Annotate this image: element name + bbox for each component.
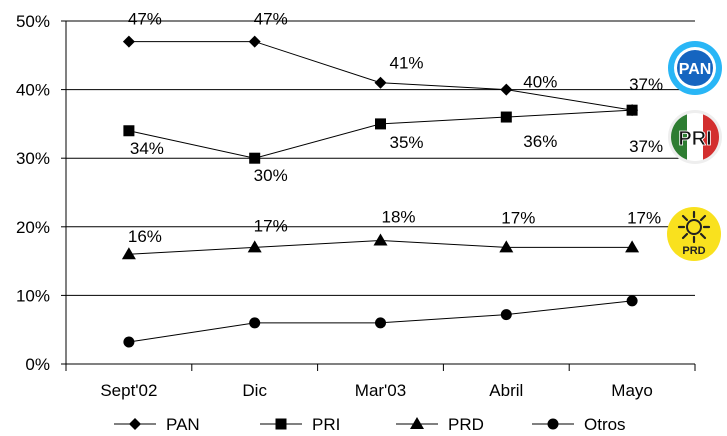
data-point	[375, 118, 386, 130]
grid-lines	[66, 20, 695, 296]
series-pan	[122, 35, 639, 117]
x-tick-label: Mayo	[611, 381, 653, 400]
y-tick-label: 10%	[16, 286, 50, 305]
data-point	[247, 240, 262, 253]
data-point	[626, 295, 638, 307]
pri-logo-green	[671, 113, 687, 161]
data-point	[499, 240, 514, 253]
y-tick-label: 0%	[25, 355, 50, 374]
data-label-pan: 47%	[254, 10, 288, 29]
data-point	[249, 317, 261, 329]
legend-item-prd: PRD	[396, 415, 484, 434]
data-point	[122, 35, 135, 48]
data-point	[248, 35, 261, 48]
data-label-prd: 17%	[501, 208, 535, 227]
legend-marker	[547, 418, 559, 430]
data-label-prd: 17%	[627, 208, 661, 227]
series-layer	[121, 35, 640, 348]
x-tick-label: Mar'03	[355, 381, 406, 400]
prd-logo: PRD	[667, 207, 721, 261]
data-label-pri: 37%	[629, 137, 663, 156]
sun-icon	[677, 210, 711, 244]
data-point	[500, 309, 512, 321]
data-point	[249, 152, 261, 164]
data-point	[375, 317, 386, 329]
x-tick-label: Dic	[242, 381, 267, 400]
legend-marker	[410, 417, 424, 429]
legend-label: PRD	[448, 415, 484, 434]
data-label-pri: 30%	[254, 166, 288, 185]
data-point	[374, 76, 387, 89]
legend-item-pri: PRI	[260, 415, 340, 434]
data-label-pan: 47%	[128, 10, 162, 29]
pri-logo: PRI	[668, 110, 722, 164]
legend-marker	[129, 418, 141, 430]
data-label-prd: 16%	[128, 227, 162, 246]
data-labels: 47% 47% 41% 40% 37% 34% 30% 35% 36% 37% 16% 17% 18% 1…	[128, 10, 663, 247]
series-prd	[121, 233, 640, 260]
axes: 0% 10% 20% 30% 40% 50% Sept'02 Dic Mar'03 Abril Ma…	[16, 12, 696, 400]
data-point	[123, 125, 135, 137]
y-tick-label: 50%	[16, 12, 50, 31]
x-tick-label: Abril	[489, 381, 523, 400]
legend-label: PAN	[166, 415, 200, 434]
data-point	[121, 247, 136, 260]
legend-marker	[275, 418, 287, 430]
pri-logo-red	[703, 113, 719, 161]
legend-item-otros: Otros	[532, 415, 626, 434]
y-tick-label: 20%	[16, 218, 50, 237]
data-point	[500, 83, 513, 96]
pan-logo: PAN	[668, 41, 722, 95]
data-label-pan: 41%	[389, 54, 423, 73]
x-tick-label: Sept'02	[100, 381, 157, 400]
prd-logo-text: PRD	[682, 245, 705, 257]
data-label-pri: 36%	[523, 132, 557, 151]
data-label-prd: 18%	[381, 208, 415, 227]
data-point	[625, 240, 640, 253]
legend: PAN PRI PRD Otros	[114, 415, 626, 434]
legend-item-pan: PAN	[114, 415, 200, 434]
pan-logo-core	[677, 50, 713, 86]
pan-logo-text: PAN	[679, 61, 712, 78]
legend-label: PRI	[312, 415, 340, 434]
series-pri	[123, 104, 638, 164]
data-label-pan: 37%	[629, 75, 663, 94]
data-label-prd: 17%	[254, 216, 288, 235]
data-point	[500, 111, 512, 123]
data-label-pri: 35%	[389, 133, 423, 152]
data-label-pri: 34%	[130, 139, 164, 158]
data-point	[626, 104, 638, 116]
pri-logo-white	[687, 113, 703, 161]
data-point	[373, 233, 388, 246]
y-tick-label: 40%	[16, 81, 50, 100]
data-point	[123, 336, 135, 348]
data-label-pan: 40%	[523, 73, 557, 92]
pri-logo-text: PRI	[678, 128, 711, 150]
y-tick-label: 30%	[16, 149, 50, 168]
legend-label: Otros	[584, 415, 626, 434]
series-otros	[123, 295, 638, 348]
